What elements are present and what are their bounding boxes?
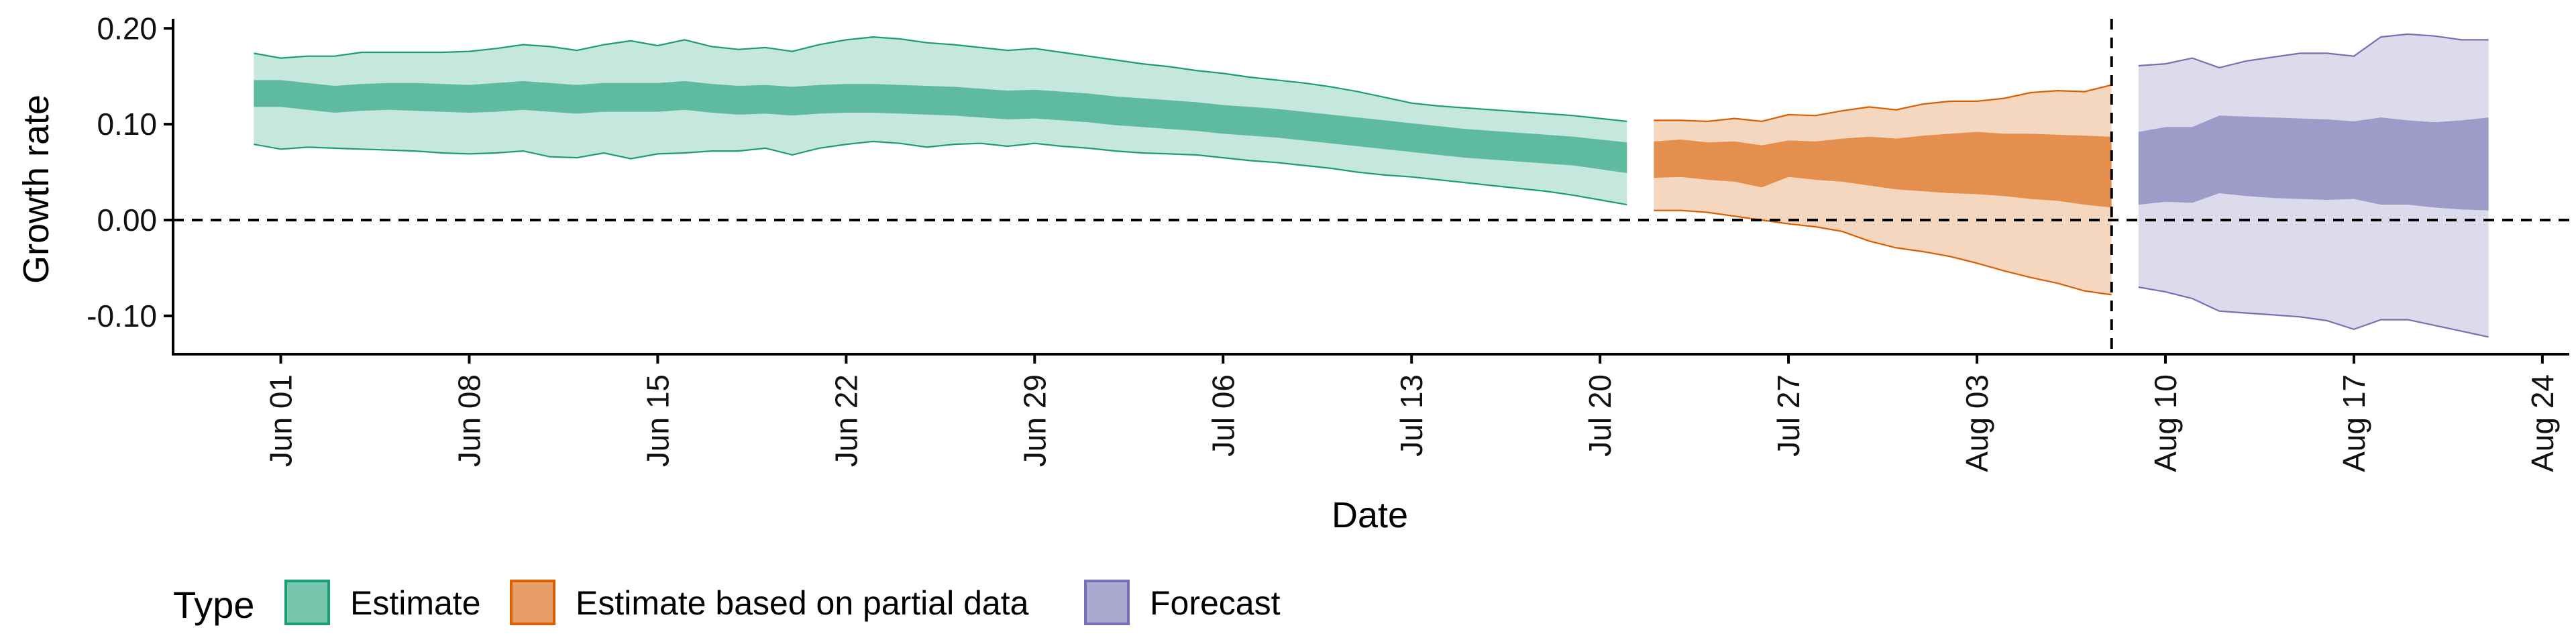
x-tick-label: Jul 13	[1394, 374, 1429, 457]
x-tick-label: Jul 06	[1205, 374, 1240, 457]
band-90-upper-edge-estimate	[254, 36, 1627, 122]
x-tick-label: Jul 27	[1771, 374, 1806, 457]
series-estimate	[254, 36, 1627, 206]
band-90-upper-edge-forecast	[2138, 33, 2489, 69]
ribbons-layer	[254, 33, 2489, 338]
band-90-upper-edge-estimate-based-on-partial-data	[1654, 84, 2112, 123]
legend-label: Estimate based on partial data	[576, 584, 1029, 622]
x-tick-label: Aug 24	[2525, 374, 2560, 472]
legend-key-estimate	[284, 580, 330, 625]
x-tick-label: Aug 17	[2337, 374, 2371, 472]
reference-lines	[173, 19, 2569, 354]
band-90-lower-edge-forecast	[2138, 286, 2489, 338]
legend-label: Forecast	[1150, 584, 1281, 622]
x-tick-label: Jun 15	[640, 374, 675, 467]
x-axis-title: Date	[1332, 495, 1408, 535]
legend-key-estimate-based-on-partial-data	[510, 580, 555, 625]
x-tick-label: Aug 03	[1960, 374, 1994, 472]
series-estimate-based-on-partial-data	[1654, 84, 2112, 296]
band-90-estimate	[254, 37, 1627, 205]
x-tick-label: Jun 01	[264, 374, 299, 467]
y-tick-label: -0.10	[87, 299, 157, 333]
legend-label: Estimate	[350, 584, 481, 622]
series-forecast	[2138, 33, 2489, 338]
x-tick-label: Jun 22	[828, 374, 863, 467]
legend: Type Estimate Estimate based on partial d…	[173, 580, 1281, 626]
y-tick-label: 0.10	[97, 107, 157, 142]
y-tick-label: 0.00	[97, 203, 157, 237]
band-50-estimate	[254, 80, 1627, 174]
axes: 0.20 0.10 0.00 -0.10 Jun 01 Jun 08 Jun 15 Jun 2…	[87, 11, 2569, 472]
x-tick-label: Jul 20	[1582, 374, 1617, 457]
x-tick-label: Jun 08	[451, 374, 486, 467]
legend-title: Type	[173, 584, 254, 626]
x-tick-label: Aug 10	[2148, 374, 2183, 472]
y-tick-label: 0.20	[97, 11, 157, 46]
band-50-forecast	[2138, 115, 2489, 211]
legend-key-forecast	[1084, 580, 1130, 625]
band-90-lower-edge-estimate-based-on-partial-data	[1654, 209, 2112, 296]
y-axis-title: Growth rate	[16, 95, 56, 284]
band-90-lower-edge-estimate	[254, 140, 1627, 206]
x-tick-label: Jun 29	[1017, 374, 1052, 467]
band-50-estimate-based-on-partial-data	[1654, 131, 2112, 208]
